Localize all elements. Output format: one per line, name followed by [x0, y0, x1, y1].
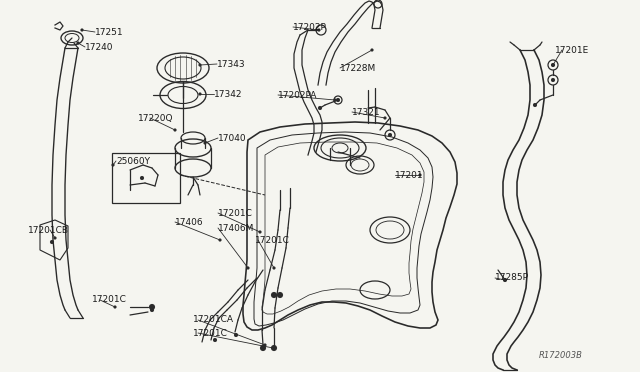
Circle shape — [388, 133, 392, 137]
Circle shape — [140, 176, 144, 180]
Circle shape — [504, 279, 506, 282]
Text: 17406M: 17406M — [218, 224, 254, 232]
Circle shape — [77, 42, 79, 45]
Text: 17201C: 17201C — [218, 208, 253, 218]
Circle shape — [271, 345, 277, 351]
Circle shape — [271, 346, 275, 350]
Text: 25060Y: 25060Y — [116, 157, 150, 166]
Circle shape — [113, 305, 116, 308]
Circle shape — [260, 345, 266, 351]
Circle shape — [552, 64, 554, 67]
Circle shape — [317, 29, 321, 32]
Circle shape — [149, 304, 155, 310]
Circle shape — [54, 237, 56, 240]
Text: 17251: 17251 — [95, 28, 124, 36]
Circle shape — [50, 240, 54, 244]
Text: 17201E: 17201E — [555, 45, 589, 55]
Text: 17228M: 17228M — [340, 64, 376, 73]
Circle shape — [264, 343, 266, 346]
Circle shape — [173, 128, 177, 131]
Circle shape — [111, 164, 115, 167]
Circle shape — [533, 103, 537, 107]
Text: 17201C: 17201C — [92, 295, 127, 305]
Circle shape — [318, 106, 322, 110]
Circle shape — [273, 266, 275, 269]
Circle shape — [198, 93, 202, 96]
Circle shape — [213, 338, 217, 342]
Text: 17343: 17343 — [217, 60, 246, 68]
Circle shape — [371, 48, 374, 51]
Text: 17240: 17240 — [85, 42, 113, 51]
Circle shape — [234, 333, 238, 337]
Text: 17201CB: 17201CB — [28, 225, 69, 234]
Text: 17201C: 17201C — [193, 328, 228, 337]
Text: 17040: 17040 — [218, 134, 246, 142]
Circle shape — [277, 292, 283, 298]
Circle shape — [503, 278, 507, 282]
Circle shape — [271, 292, 277, 298]
Text: 17321: 17321 — [352, 108, 381, 116]
Circle shape — [551, 63, 555, 67]
Text: 17342: 17342 — [214, 90, 243, 99]
Text: 17201: 17201 — [395, 170, 424, 180]
Text: 17285P: 17285P — [495, 273, 529, 282]
Text: R172003B: R172003B — [539, 350, 583, 359]
Text: 17202P: 17202P — [293, 22, 327, 32]
Text: 17201CA: 17201CA — [193, 315, 234, 324]
Circle shape — [246, 266, 250, 269]
Text: 17406: 17406 — [175, 218, 204, 227]
Circle shape — [198, 64, 202, 67]
Circle shape — [259, 231, 262, 234]
Circle shape — [333, 99, 337, 102]
Circle shape — [551, 78, 555, 82]
Bar — [112, 153, 180, 203]
Circle shape — [218, 238, 221, 241]
Circle shape — [81, 29, 83, 32]
Circle shape — [150, 308, 154, 312]
Text: 17201C: 17201C — [255, 235, 290, 244]
Circle shape — [419, 173, 422, 176]
Circle shape — [383, 116, 387, 119]
Circle shape — [204, 141, 207, 144]
Circle shape — [336, 98, 340, 102]
Text: 17220Q: 17220Q — [138, 113, 173, 122]
Text: 17202PA: 17202PA — [278, 90, 317, 99]
